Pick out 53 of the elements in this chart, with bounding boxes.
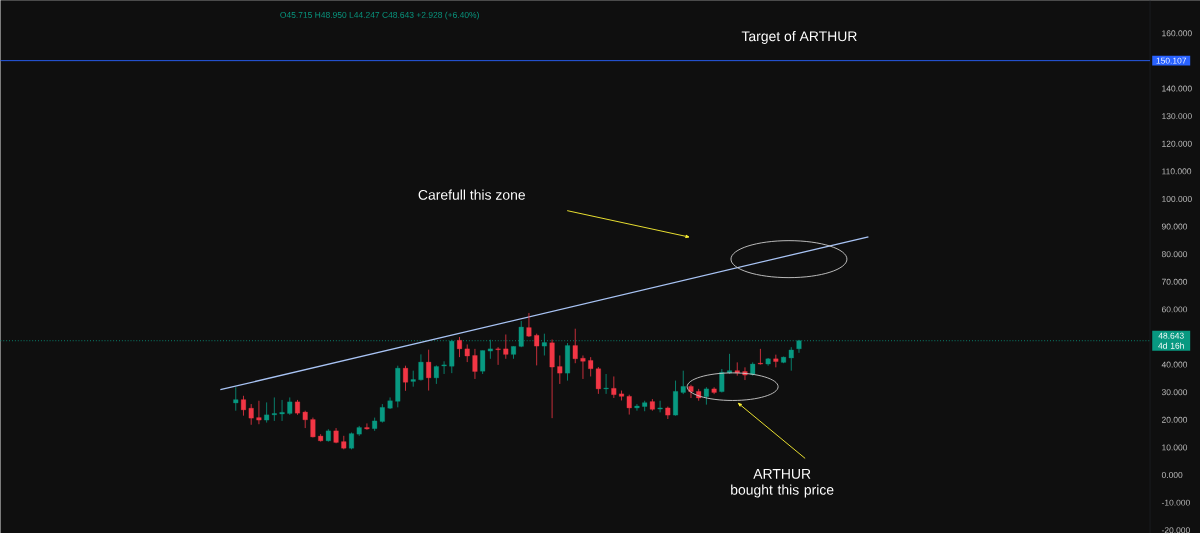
y-tick-label: 10.000 bbox=[1162, 444, 1188, 451]
candlestick bbox=[241, 395, 246, 417]
candlestick bbox=[457, 336, 462, 358]
y-tick-label: 130.000 bbox=[1162, 113, 1192, 120]
ref-line-label: 48.643 4d 16h bbox=[1158, 332, 1184, 349]
annotation: O45.715 H48.950 L44.247 C48.643 +2.928 (+6.40%) bbox=[280, 11, 479, 20]
ref-line-label: 150.107 bbox=[1156, 57, 1187, 64]
candlestick bbox=[688, 384, 694, 399]
candlestick bbox=[572, 328, 578, 364]
candlestick bbox=[310, 417, 316, 439]
y-tick-label: 90.000 bbox=[1161, 223, 1188, 230]
candlestick bbox=[418, 354, 424, 382]
candlestick bbox=[433, 365, 439, 385]
candlestick bbox=[472, 348, 478, 380]
y-tick-label: 140.000 bbox=[1162, 85, 1192, 92]
candlestick bbox=[626, 394, 632, 416]
candlestick bbox=[580, 355, 586, 380]
y-tick-label: 0.000 bbox=[1161, 472, 1183, 479]
annotation: Carefull this zone bbox=[418, 189, 525, 201]
candlestick bbox=[557, 355, 563, 385]
candlestick bbox=[426, 349, 432, 392]
candlestick bbox=[364, 423, 370, 431]
candlestick bbox=[526, 312, 532, 338]
y-tick-label: 120.000 bbox=[1162, 140, 1192, 147]
annotation: ARTHUR bought this price bbox=[731, 469, 834, 498]
y-tick-label: 70.000 bbox=[1161, 279, 1188, 285]
candlestick bbox=[603, 373, 609, 395]
candlestick bbox=[503, 334, 509, 360]
candlestick bbox=[256, 400, 262, 425]
candlestick bbox=[611, 376, 617, 399]
y-tick-label: 160.000 bbox=[1162, 30, 1192, 37]
candlestick bbox=[634, 403, 640, 412]
candlestick bbox=[673, 380, 678, 417]
y-tick-label: 40.000 bbox=[1161, 361, 1188, 368]
candlestick bbox=[657, 400, 663, 413]
candlestick bbox=[410, 370, 416, 388]
y-tick-label: 20.000 bbox=[1161, 417, 1188, 424]
candlestick bbox=[757, 348, 763, 366]
annotation: Target of ARTHUR bbox=[741, 31, 857, 45]
candlestick bbox=[441, 361, 447, 375]
y-tick-label: 80.000 bbox=[1161, 251, 1188, 258]
candlestick bbox=[233, 387, 239, 412]
candlestick bbox=[403, 365, 408, 392]
y-tick-label: -10.000 bbox=[1161, 499, 1190, 506]
y-tick-label: 60.000 bbox=[1161, 306, 1188, 313]
y-tick-label: 30.000 bbox=[1161, 389, 1188, 396]
y-tick-label: 100.000 bbox=[1162, 196, 1192, 203]
y-tick-label: 110.000 bbox=[1162, 168, 1192, 175]
y-tick-label: -20.000 bbox=[1161, 527, 1190, 534]
candlestick bbox=[248, 403, 254, 426]
candlestick bbox=[534, 333, 540, 367]
candlestick bbox=[279, 399, 285, 422]
candlestick bbox=[495, 347, 501, 366]
